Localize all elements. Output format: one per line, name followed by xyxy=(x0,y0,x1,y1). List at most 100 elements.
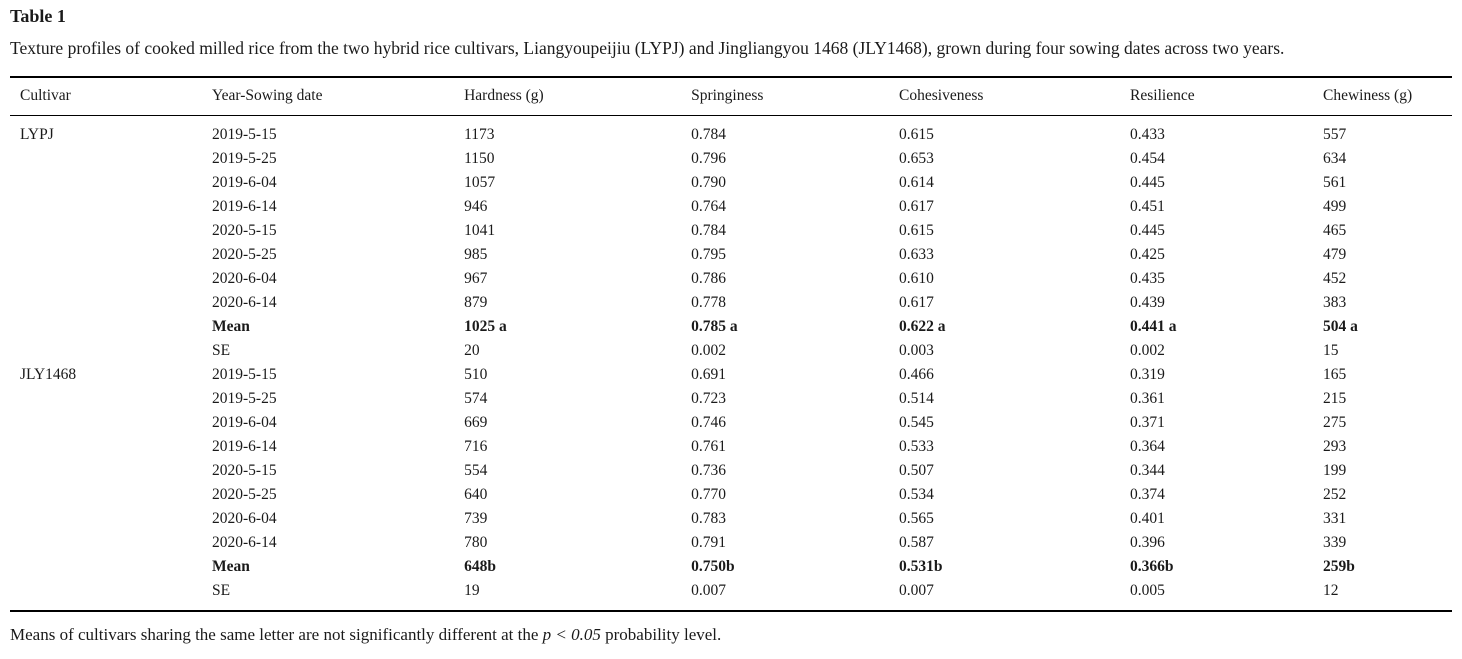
value-cell: 504 a xyxy=(1323,318,1358,335)
table-row: Mean 648b 0.750b 0.531b 0.366b 259b xyxy=(10,555,1452,579)
value-cell: 259b xyxy=(1323,558,1355,575)
column-header-2: Hardness (g) xyxy=(460,77,688,116)
column-header-1: Year-Sowing date xyxy=(208,77,461,116)
value-cell: 0.784 xyxy=(691,126,726,143)
value-cell: 510 xyxy=(464,366,488,383)
value-cell: 0.736 xyxy=(691,462,726,479)
value-cell: 0.778 xyxy=(691,294,726,311)
value-cell: 0.723 xyxy=(691,390,726,407)
table-row: 2020-6-14 780 0.791 0.587 0.396 339 xyxy=(10,531,1452,555)
row-label-cell: 2020-5-25 xyxy=(212,486,277,503)
value-cell: 0.396 xyxy=(1130,534,1165,551)
value-cell: 0.534 xyxy=(899,486,934,503)
value-cell: 0.003 xyxy=(899,342,934,359)
value-cell: 0.790 xyxy=(691,174,726,191)
value-cell: 0.633 xyxy=(899,246,934,263)
row-label-cell: Mean xyxy=(212,558,250,575)
value-cell: 0.451 xyxy=(1130,198,1165,215)
value-cell: 12 xyxy=(1323,582,1339,599)
cultivar-cell: JLY1468 xyxy=(20,366,77,383)
footnote-text: Means of cultivars sharing the same lett… xyxy=(10,625,543,644)
value-cell: 0.617 xyxy=(899,294,934,311)
table-row: 2019-6-04 1057 0.790 0.614 0.445 561 xyxy=(10,171,1452,195)
value-cell: 554 xyxy=(464,462,488,479)
value-cell: 0.454 xyxy=(1130,150,1165,167)
value-cell: 0.746 xyxy=(691,414,726,431)
value-cell: 0.366b xyxy=(1130,558,1174,575)
value-cell: 0.653 xyxy=(899,150,934,167)
footnote-text-end: probability level. xyxy=(600,625,722,644)
row-label-cell: 2020-6-04 xyxy=(212,510,277,527)
table-row: 2020-5-15 1041 0.784 0.615 0.445 465 xyxy=(10,219,1452,243)
value-cell: 0.002 xyxy=(1130,342,1165,359)
table-row: SE 19 0.007 0.007 0.005 12 xyxy=(10,579,1452,611)
cultivar-cell xyxy=(10,291,208,315)
value-cell: 331 xyxy=(1323,510,1347,527)
row-label-cell: 2019-6-04 xyxy=(212,414,277,431)
value-cell: 640 xyxy=(464,486,488,503)
value-cell: 557 xyxy=(1323,126,1347,143)
table-row: Mean 1025 a 0.785 a 0.622 a 0.441 a 504 a xyxy=(10,315,1452,339)
value-cell: 452 xyxy=(1323,270,1347,287)
table-row: 2020-5-25 985 0.795 0.633 0.425 479 xyxy=(10,243,1452,267)
value-cell: 252 xyxy=(1323,486,1347,503)
cultivar-cell xyxy=(10,411,208,435)
table-row: 2019-6-14 716 0.761 0.533 0.364 293 xyxy=(10,435,1452,459)
cultivar-cell xyxy=(10,459,208,483)
column-header-0: Cultivar xyxy=(10,77,208,116)
value-cell: 165 xyxy=(1323,366,1347,383)
value-cell: 879 xyxy=(464,294,488,311)
value-cell: 0.622 a xyxy=(899,318,946,335)
value-cell: 0.445 xyxy=(1130,222,1165,239)
value-cell: 479 xyxy=(1323,246,1347,263)
row-label-cell: 2019-6-14 xyxy=(212,438,277,455)
row-label-cell: 2020-5-15 xyxy=(212,462,277,479)
value-cell: 0.401 xyxy=(1130,510,1165,527)
value-cell: 0.439 xyxy=(1130,294,1165,311)
row-label-cell: 2020-6-14 xyxy=(212,294,277,311)
value-cell: 0.007 xyxy=(899,582,934,599)
value-cell: 574 xyxy=(464,390,488,407)
column-header-3: Springiness xyxy=(687,77,896,116)
value-cell: 739 xyxy=(464,510,488,527)
row-label-cell: Mean xyxy=(212,318,250,335)
value-cell: 0.587 xyxy=(899,534,934,551)
table-header: Cultivar Year-Sowing date Hardness (g) Spri… xyxy=(10,77,1452,116)
value-cell: 716 xyxy=(464,438,488,455)
header-row: Cultivar Year-Sowing date Hardness (g) Spri… xyxy=(10,77,1452,116)
value-cell: 20 xyxy=(464,342,480,359)
value-cell: 0.531b xyxy=(899,558,943,575)
table-row: 2020-6-04 967 0.786 0.610 0.435 452 xyxy=(10,267,1452,291)
column-header-5: Resilience xyxy=(1126,77,1319,116)
value-cell: 0.344 xyxy=(1130,462,1165,479)
value-cell: 0.533 xyxy=(899,438,934,455)
value-cell: 0.441 a xyxy=(1130,318,1177,335)
value-cell: 634 xyxy=(1323,150,1347,167)
cultivar-cell xyxy=(10,339,208,363)
value-cell: 1173 xyxy=(464,126,495,143)
table-row: LYPJ 2019-5-15 1173 0.784 0.615 0.433 557 xyxy=(10,116,1452,148)
value-cell: 0.002 xyxy=(691,342,726,359)
value-cell: 0.770 xyxy=(691,486,726,503)
cultivar-cell xyxy=(10,267,208,291)
value-cell: 0.615 xyxy=(899,126,934,143)
cultivar-cell xyxy=(10,555,208,579)
table-caption: Texture profiles of cooked milled rice f… xyxy=(10,38,1285,58)
column-header-6: Chewiness (g) xyxy=(1319,77,1452,116)
value-cell: 0.005 xyxy=(1130,582,1165,599)
value-cell: 0.319 xyxy=(1130,366,1165,383)
cultivar-cell xyxy=(10,147,208,171)
value-cell: 293 xyxy=(1323,438,1347,455)
row-label-cell: 2019-5-15 xyxy=(212,126,277,143)
cultivar-cell xyxy=(10,387,208,411)
value-cell: 0.425 xyxy=(1130,246,1165,263)
value-cell: 465 xyxy=(1323,222,1347,239)
value-cell: 0.617 xyxy=(899,198,934,215)
value-cell: 0.371 xyxy=(1130,414,1165,431)
value-cell: 0.466 xyxy=(899,366,934,383)
row-label-cell: 2019-6-14 xyxy=(212,198,277,215)
value-cell: 0.007 xyxy=(691,582,726,599)
value-cell: 0.784 xyxy=(691,222,726,239)
cultivar-cell xyxy=(10,531,208,555)
